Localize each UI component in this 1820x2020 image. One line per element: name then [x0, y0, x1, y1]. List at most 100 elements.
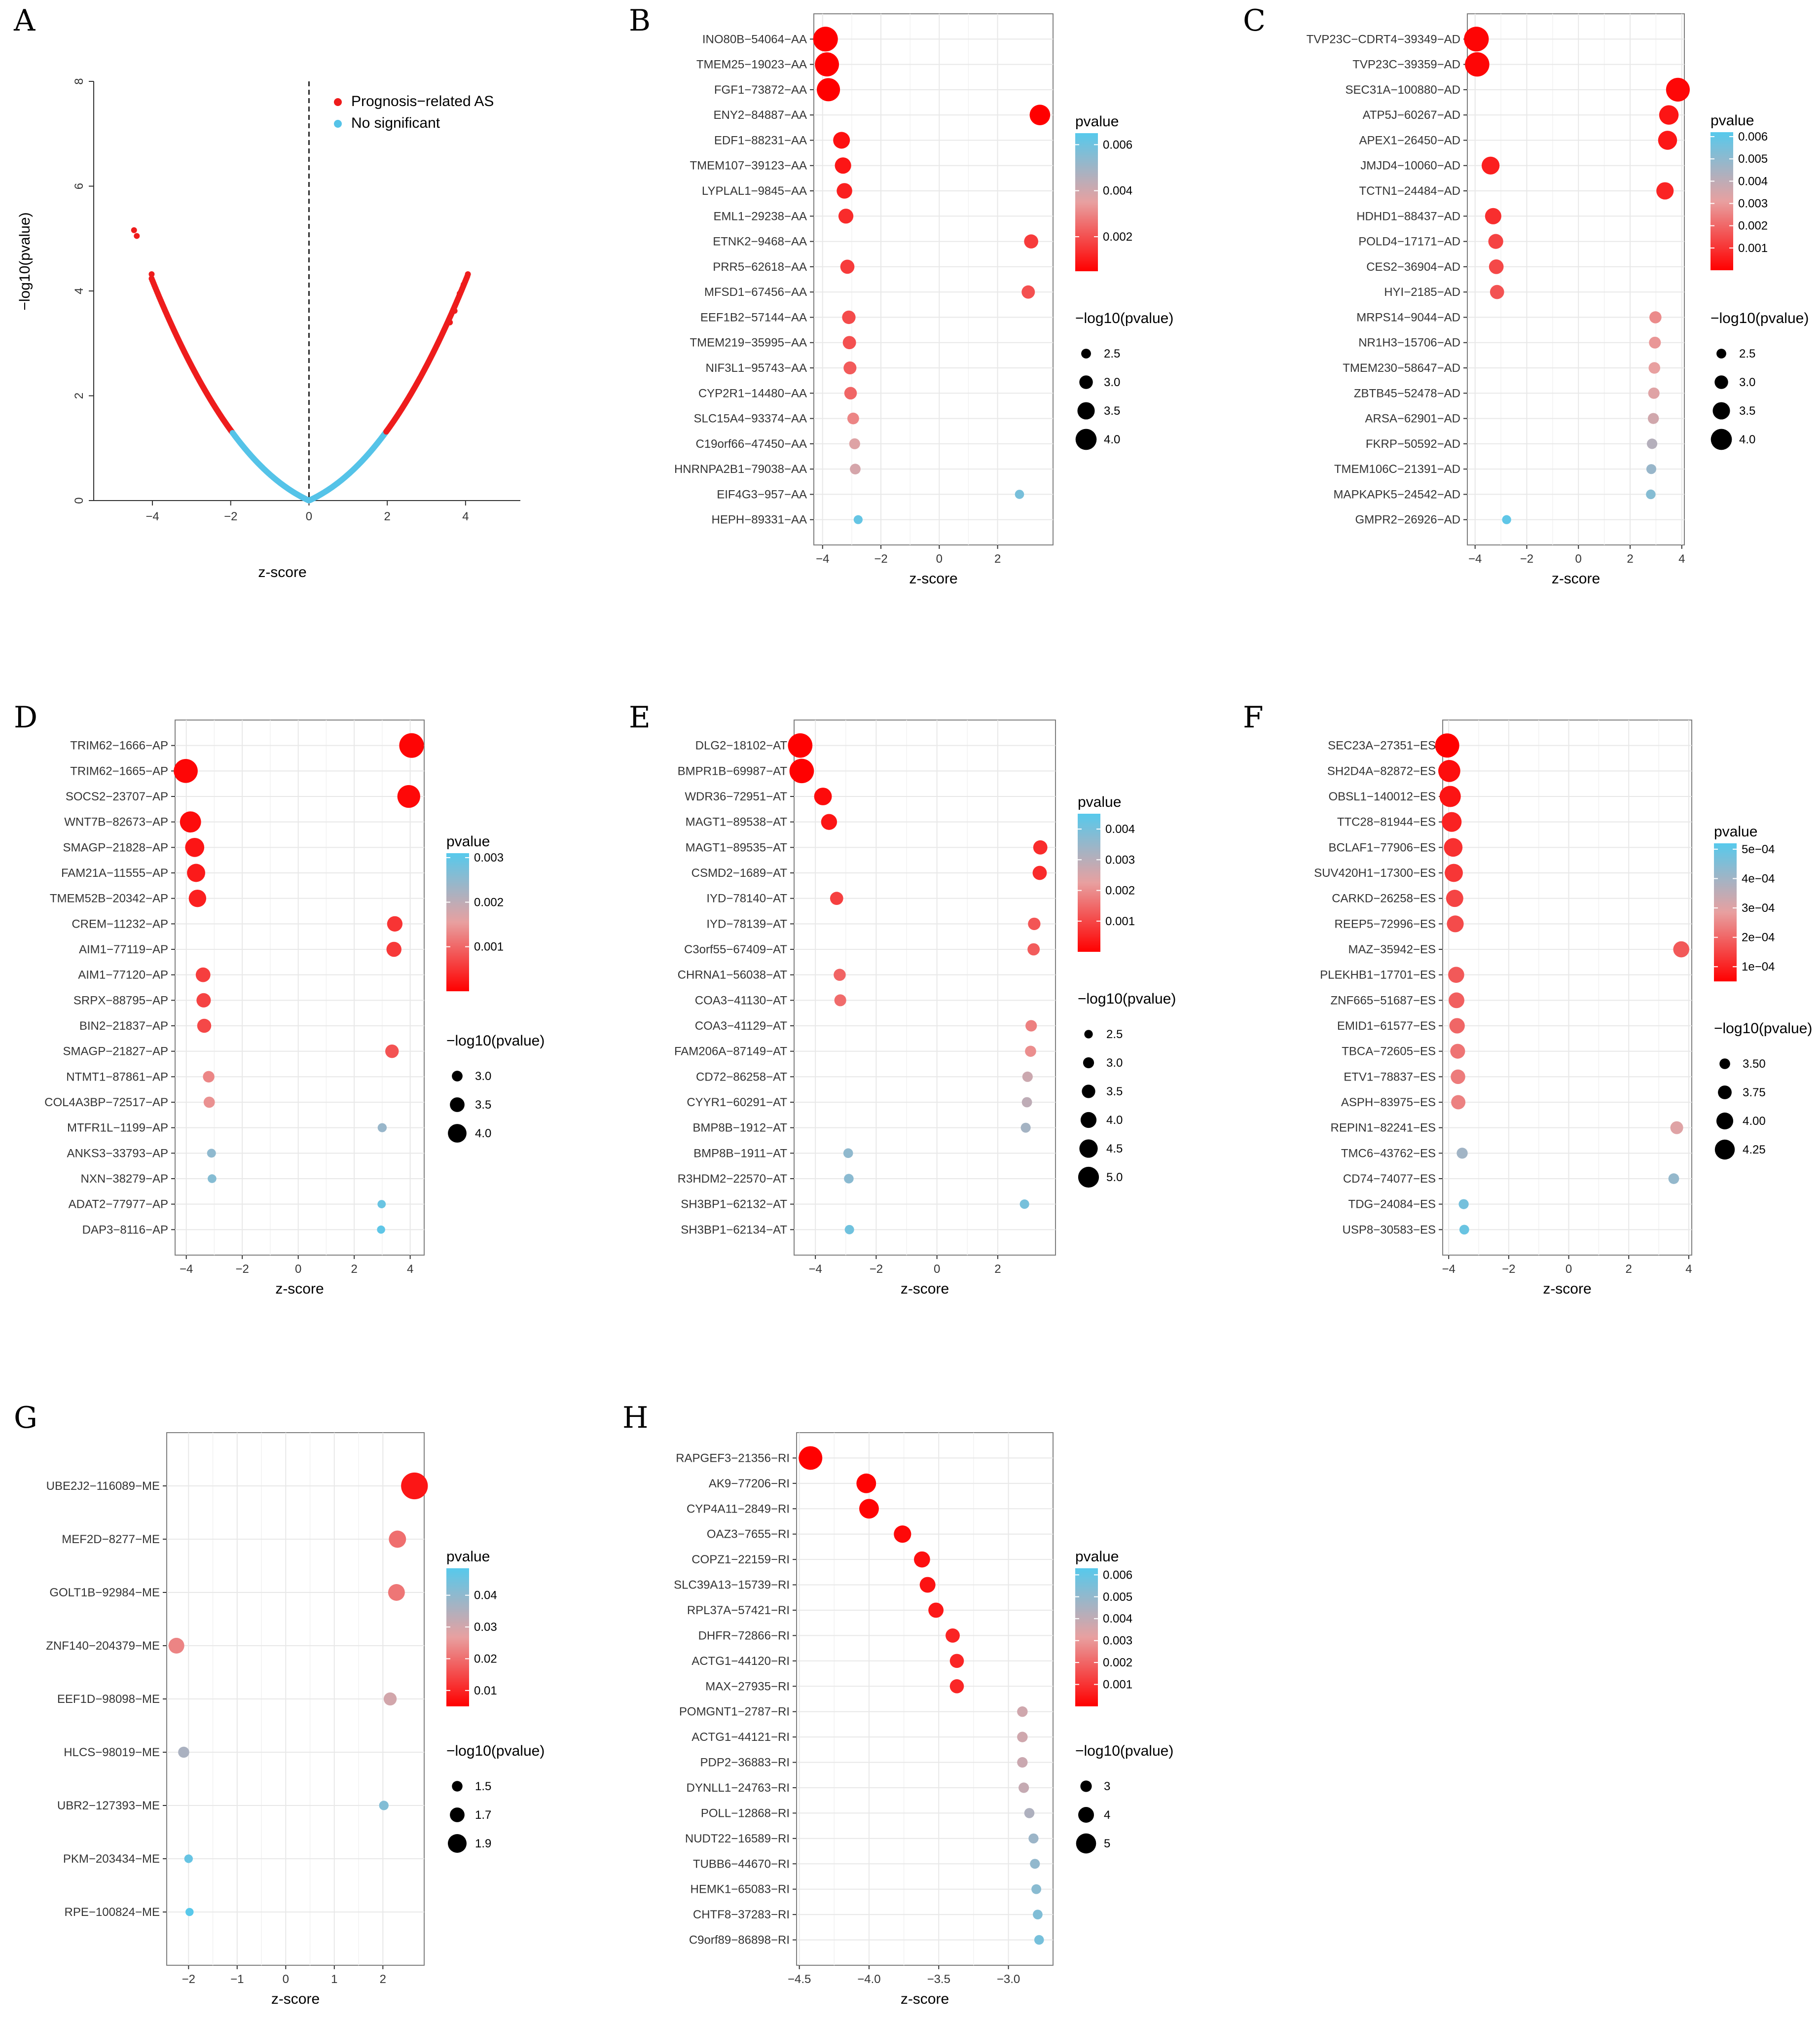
colorbar-tick-label: 0.003 [1105, 853, 1135, 866]
colorbar-tick-label: 0.04 [474, 1589, 497, 1602]
size-legend-dot [1079, 375, 1093, 389]
size-legend-label: 2.5 [1104, 347, 1120, 361]
size-legend-dot [1712, 402, 1730, 420]
event-dot [197, 1018, 212, 1033]
gene-label: TMEM52B−20342−AP [50, 892, 168, 905]
event-dot [1017, 1731, 1028, 1742]
significant-point [131, 227, 137, 233]
gene-label: ADAT2−77977−AP [69, 1198, 168, 1211]
pvalue-legend-title: pvalue [1078, 794, 1121, 810]
gene-label: SEC23A−27351−ES [1328, 739, 1436, 753]
x-tick-label: 2 [1626, 1262, 1632, 1276]
size-legend-label: 3 [1104, 1780, 1110, 1793]
event-dot [1449, 1018, 1465, 1034]
event-dot [1021, 1097, 1032, 1108]
event-dot [1448, 967, 1464, 983]
colorbar-tick-label: 0.004 [1103, 1612, 1132, 1625]
gene-label: MTFR1L−1199−AP [67, 1121, 168, 1135]
gene-label: ANKS3−33793−AP [67, 1147, 169, 1160]
dot-plot-H: −4.5 −4.0 −3.5 −3.0 z-score RAPGEF3−21356−RI A… [674, 1432, 1173, 2007]
size-legend-dot [452, 1071, 463, 1082]
x-tick-label: 4 [1685, 1262, 1692, 1276]
gene-label: CYP4A11−2849−RI [687, 1502, 790, 1515]
event-dot [188, 889, 207, 907]
dot-plot-G: −2 −1 0 1 2 z-score UBE2J2−116089−ME MEF2D−8277… [46, 1432, 545, 2007]
gene-label: FAM206A−87149−AT [674, 1045, 787, 1058]
size-legend-dot [1714, 375, 1728, 389]
gene-label: MAPKAPK5−24542−AD [1334, 488, 1461, 501]
size-legend-dot [450, 1807, 465, 1822]
gene-label: ZNF140−204379−ME [46, 1639, 160, 1653]
event-dot [377, 1200, 386, 1209]
event-dot [1485, 208, 1501, 224]
gene-label: GOLT1B−92984−ME [49, 1586, 160, 1599]
gene-label: EEF1D−98098−ME [57, 1693, 160, 1706]
x-tick-label: −4 [1468, 552, 1482, 566]
event-dot [815, 52, 839, 76]
gene-label: COL4A3BP−72517−AP [44, 1096, 168, 1109]
gene-label: MAGT1−89538−AT [686, 816, 788, 829]
gene-label: AK9−77206−RI [709, 1477, 790, 1490]
event-dot [813, 27, 838, 52]
colorbar-tick-label: 0.006 [1103, 138, 1132, 151]
colorbar-tick-label: 0.002 [1105, 884, 1135, 898]
x-tick-label: −4 [1442, 1262, 1455, 1276]
gene-label: IYD−78140−AT [706, 892, 787, 905]
colorbar-tick-label: 0.01 [474, 1684, 497, 1697]
x-tick-label: 0 [1575, 552, 1582, 566]
gene-label: SRPX−88795−AP [73, 994, 168, 1007]
panel-letter: D [14, 700, 37, 735]
gene-label: WNT7B−82673−AP [64, 816, 168, 829]
legend-marker [334, 98, 342, 106]
colorbar-tick-label: 0.03 [474, 1621, 497, 1634]
colorbar-tick-label: 0.004 [1105, 823, 1135, 836]
x-tick-label: −1 [230, 1973, 244, 1986]
x-tick-label: 0 [936, 552, 943, 566]
event-dot [1019, 1199, 1029, 1209]
gene-label: PLEKHB1−17701−ES [1320, 969, 1436, 982]
gene-label: CHTF8−37283−RI [693, 1908, 790, 1921]
gene-label: BCLAF1−77906−ES [1329, 841, 1436, 854]
gene-label: SMAGP−21828−AP [63, 841, 168, 854]
gene-label: POLL−12868−RI [701, 1806, 790, 1820]
size-legend: −log10(pvalue) 2.5 3.0 3.5 4.0 [1075, 310, 1173, 450]
panel-letter: A [13, 3, 36, 38]
gene-label: TRIM62−1665−AP [70, 764, 168, 778]
size-legend: −log10(pvalue) 1.5 1.7 1.9 [446, 1743, 545, 1853]
size-legend-label: 3.5 [1104, 404, 1120, 418]
size-legend-label: 4.0 [1104, 433, 1120, 446]
gene-label: CYP2R1−14480−AA [698, 387, 807, 400]
gene-label: CES2−36904−AD [1366, 260, 1460, 274]
gene-label: DYNLL1−24763−RI [687, 1781, 790, 1795]
gene-label: APEX1−26450−AD [1359, 134, 1461, 147]
event-dot [1025, 1046, 1036, 1057]
size-legend-dot [1080, 1112, 1097, 1128]
event-dot [842, 336, 856, 350]
size-legend-label: 3.0 [1106, 1056, 1123, 1070]
event-dot [788, 733, 813, 758]
gene-label: HLCS−98019−ME [64, 1746, 160, 1759]
size-legend-title: −log10(pvalue) [1714, 1020, 1812, 1037]
x-axis-title: z-score [1543, 1281, 1591, 1297]
x-tick-label: 2 [351, 1262, 357, 1276]
gene-label: EDF1−88231−AA [714, 134, 807, 147]
volcano-legend: Prognosis−related AS No significant [334, 93, 494, 131]
event-dot [844, 1174, 854, 1184]
event-dot [178, 1746, 189, 1758]
gene-label: TTC28−81944−ES [1337, 816, 1436, 829]
gene-label: C9orf89−86898−RI [689, 1934, 790, 1947]
size-legend-dot [1079, 1139, 1098, 1158]
gene-label: TMEM107−39123−AA [690, 159, 807, 173]
event-dot [1017, 1757, 1028, 1768]
significant-point [447, 319, 453, 325]
gene-label: DAP3−8116−AP [82, 1223, 168, 1236]
gene-label: PDP2−36883−RI [700, 1756, 790, 1769]
event-dot [1456, 1148, 1468, 1159]
size-legend-title: −log10(pvalue) [1075, 1743, 1173, 1759]
dot-plot-E: −4 −2 0 2 z-score DLG2−18102−AT BMPR1B−69987−A… [674, 720, 1176, 1297]
plot-panel [1442, 720, 1692, 1256]
gene-label: SH3BP1−62132−AT [681, 1198, 787, 1211]
gene-label: MFSD1−67456−AA [704, 286, 807, 299]
x-tick-label: 4 [1678, 552, 1685, 566]
panel-letter: H [622, 1401, 648, 1435]
